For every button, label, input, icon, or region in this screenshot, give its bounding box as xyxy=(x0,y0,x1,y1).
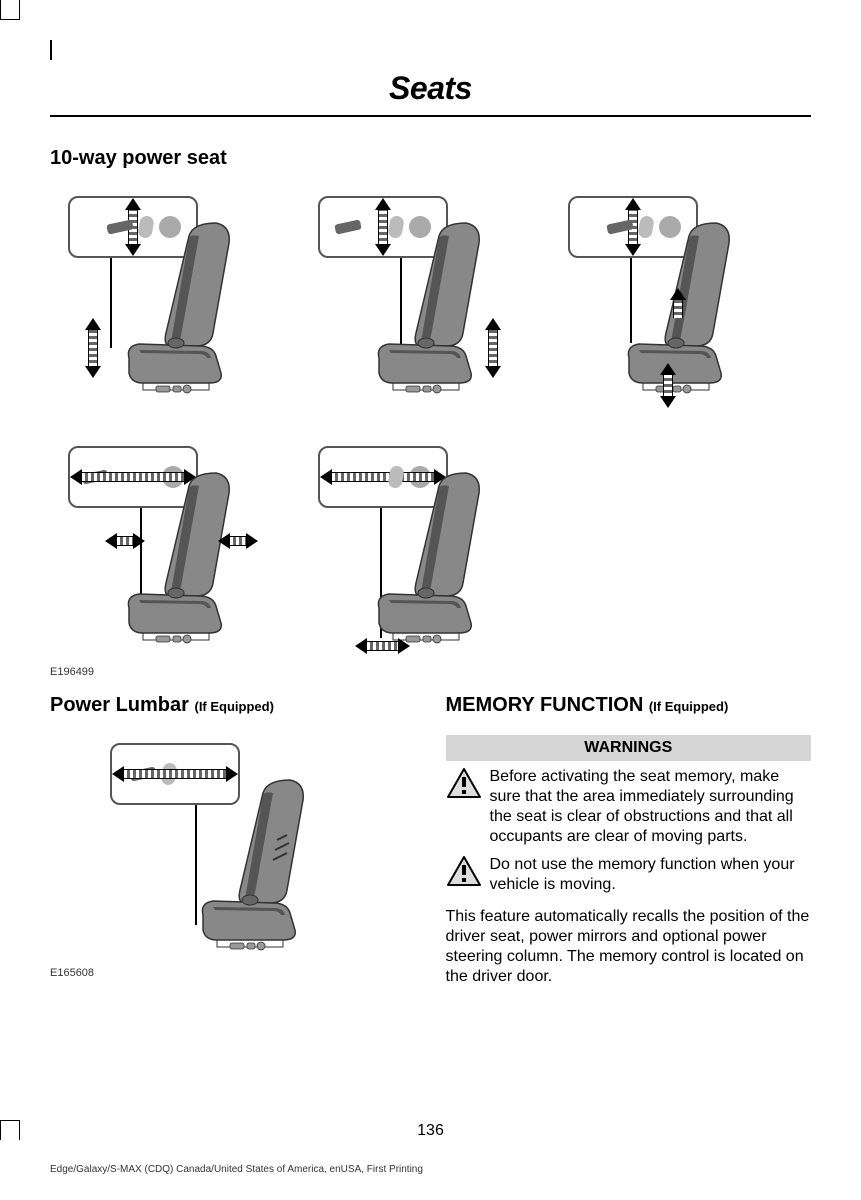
crop-mark xyxy=(0,0,20,20)
warning-item: Before activating the seat memory, make … xyxy=(446,767,812,847)
power-seat-heading: 10-way power seat xyxy=(50,147,811,170)
warnings-header: WARNINGS xyxy=(446,735,812,761)
page-title: Seats xyxy=(50,70,811,107)
seat-diagram-seat-height xyxy=(550,188,760,408)
memory-function-heading: MEMORY FUNCTION (If Equipped) xyxy=(446,694,812,717)
warning-text: Before activating the seat memory, make … xyxy=(490,767,812,847)
lumbar-diagram xyxy=(110,735,320,965)
figure-id: E165608 xyxy=(50,967,416,979)
figure-id: E196499 xyxy=(50,666,811,678)
heading-qualifier: (If Equipped) xyxy=(649,699,728,714)
memory-function-body: This feature automatically recalls the p… xyxy=(446,907,812,987)
seat-diagram-front-height xyxy=(50,188,260,408)
heading-text: Power Lumbar xyxy=(50,694,189,716)
warning-item: Do not use the memory function when your… xyxy=(446,855,812,895)
heading-text: MEMORY FUNCTION xyxy=(446,694,644,716)
power-lumbar-heading: Power Lumbar (If Equipped) xyxy=(50,694,416,717)
seat-icon xyxy=(180,775,330,955)
seat-icon xyxy=(356,468,506,648)
warning-text: Do not use the memory function when your… xyxy=(490,855,812,895)
seat-icon xyxy=(356,218,506,398)
warning-icon xyxy=(446,855,482,887)
power-seat-diagram-grid xyxy=(50,188,811,658)
footer-text: Edge/Galaxy/S-MAX (CDQ) Canada/United St… xyxy=(50,1164,423,1175)
seat-icon xyxy=(106,218,256,398)
seat-diagram-recline xyxy=(50,438,260,658)
heading-qualifier: (If Equipped) xyxy=(194,699,273,714)
warning-icon xyxy=(446,767,482,799)
page-number: 136 xyxy=(0,1122,861,1140)
title-rule xyxy=(50,115,811,117)
seat-diagram-rear-height xyxy=(300,188,510,408)
seat-diagram-slide xyxy=(300,438,510,658)
seat-icon xyxy=(106,468,256,648)
crop-mark xyxy=(50,40,52,60)
